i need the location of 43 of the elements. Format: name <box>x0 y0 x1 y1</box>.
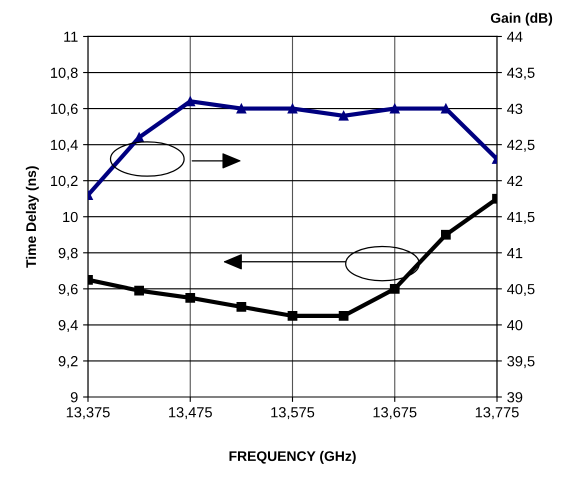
y2-tick-label: 40,5 <box>507 284 534 296</box>
y2-tick-label: 42 <box>507 176 522 186</box>
x-tick-label: 13,475 <box>169 407 212 420</box>
point <box>236 302 246 312</box>
y2-tick-label: 39 <box>507 392 522 402</box>
y-tick-label: 9,8 <box>58 248 78 260</box>
y-tick-label: 10,8 <box>51 68 78 80</box>
y2-tick-label: 43 <box>507 104 522 114</box>
point <box>236 104 246 114</box>
y2-tick-label: 44 <box>507 32 523 42</box>
y2-tick-label: 39,5 <box>507 356 534 368</box>
x-tick-label: 13,375 <box>66 407 110 420</box>
y2-tick-label: 41,5 <box>507 212 534 224</box>
y-tick-label: 10,6 <box>51 104 78 116</box>
x-tick-label: 13,675 <box>374 407 416 420</box>
point <box>134 286 144 296</box>
x-axis-title: FREQUENCY (GHz) <box>230 450 356 464</box>
y-tick-label: 9 <box>70 392 78 402</box>
point <box>338 311 348 321</box>
point <box>390 104 400 114</box>
y-axis-title: Time Delay (ns) <box>26 166 39 268</box>
y2-tick-label: 40 <box>507 320 522 330</box>
point <box>185 292 196 303</box>
y2-tick-label: 43,5 <box>507 68 534 80</box>
y-tick-label: 10,4 <box>51 140 78 152</box>
point <box>390 284 400 294</box>
y-tick-label: 10 <box>63 212 78 222</box>
point <box>288 104 298 114</box>
x-tick-label: 13,575 <box>271 407 314 420</box>
y-tick-label: 10,2 <box>51 176 78 188</box>
point <box>441 230 451 240</box>
y2-tick-label: 41 <box>507 248 522 258</box>
point <box>288 311 298 321</box>
x-tick-label: 13,775 <box>476 407 519 420</box>
y2-axis-title: Gain (dB) <box>490 12 552 26</box>
point <box>185 96 196 106</box>
y-tick-label: 9,6 <box>58 284 78 296</box>
point <box>134 132 144 142</box>
point <box>338 110 348 121</box>
y-tick-label: 9,4 <box>58 320 78 332</box>
y2-tick-label: 42,5 <box>507 140 534 152</box>
y-tick-label: 11 <box>64 32 78 42</box>
y-tick-label: 9,2 <box>58 356 78 368</box>
